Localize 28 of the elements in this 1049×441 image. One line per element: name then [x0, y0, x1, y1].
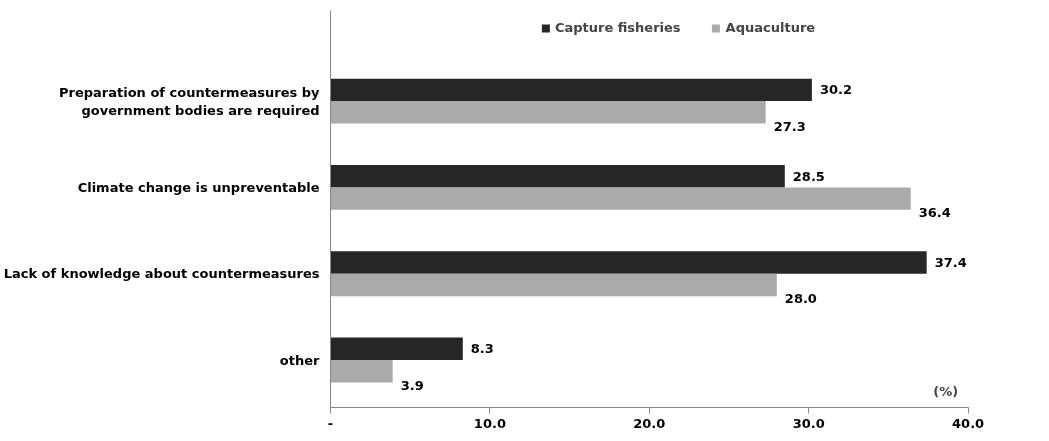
- bar: [330, 360, 393, 383]
- x-tick-label: 30.0: [792, 415, 825, 431]
- legend-label: Capture fisheries: [554, 20, 681, 35]
- y-tick-label: Climate change is unpreventable: [77, 179, 320, 195]
- x-tick-label: 10.0: [473, 415, 506, 431]
- bar: [330, 337, 463, 361]
- data-label: 37.4: [934, 255, 967, 271]
- legend-label: Aquaculture: [725, 20, 816, 35]
- y-tick-label: Lack of knowledge about countermeasures: [3, 266, 320, 282]
- bar: [330, 251, 927, 274]
- y-tick-label: other: [279, 352, 321, 368]
- x-tick-label: 40.0: [952, 415, 985, 431]
- data-label: 30.2: [819, 82, 852, 98]
- x-tick-label: -: [327, 415, 334, 431]
- data-label: 8.3: [470, 341, 494, 357]
- bar: [330, 273, 777, 297]
- data-label: 28.0: [784, 291, 817, 307]
- bar: [330, 101, 766, 124]
- data-label: 36.4: [918, 205, 951, 221]
- data-label: 27.3: [773, 118, 806, 134]
- bar: [330, 78, 812, 102]
- data-label: 28.5: [792, 168, 825, 184]
- bar: [330, 187, 911, 210]
- x-tick-label: 20.0: [633, 415, 666, 431]
- y-tick-label: Preparation of countermeasures by government bodies are required: [59, 84, 321, 118]
- annotation: (%): [933, 383, 959, 399]
- bar: [330, 164, 785, 188]
- data-label: 3.9: [400, 377, 424, 393]
